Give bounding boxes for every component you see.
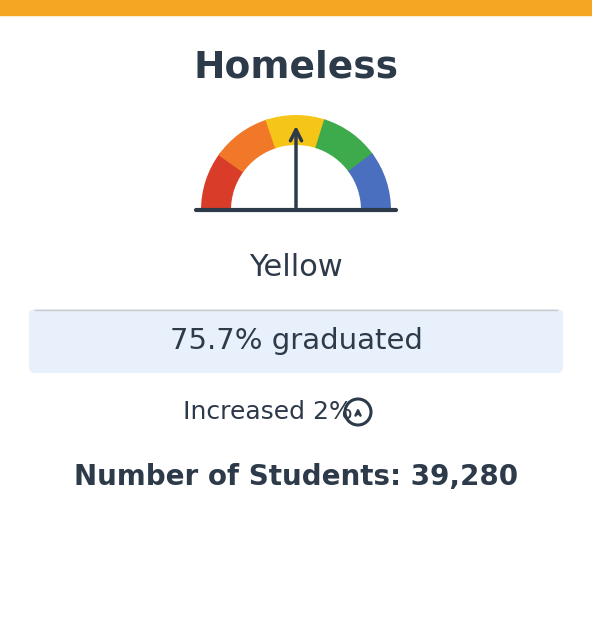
Wedge shape [218,119,276,172]
Text: Yellow: Yellow [249,253,343,281]
Bar [0,0,592,15]
Text: Increased 2%: Increased 2% [183,400,353,424]
FancyBboxPatch shape [29,309,563,373]
Wedge shape [316,119,374,172]
Wedge shape [201,153,244,211]
Wedge shape [348,153,391,211]
Text: Homeless: Homeless [194,49,398,85]
Text: Number of Students: 39,280: Number of Students: 39,280 [74,463,518,491]
Wedge shape [265,115,327,149]
Text: 75.7% graduated: 75.7% graduated [169,327,423,355]
